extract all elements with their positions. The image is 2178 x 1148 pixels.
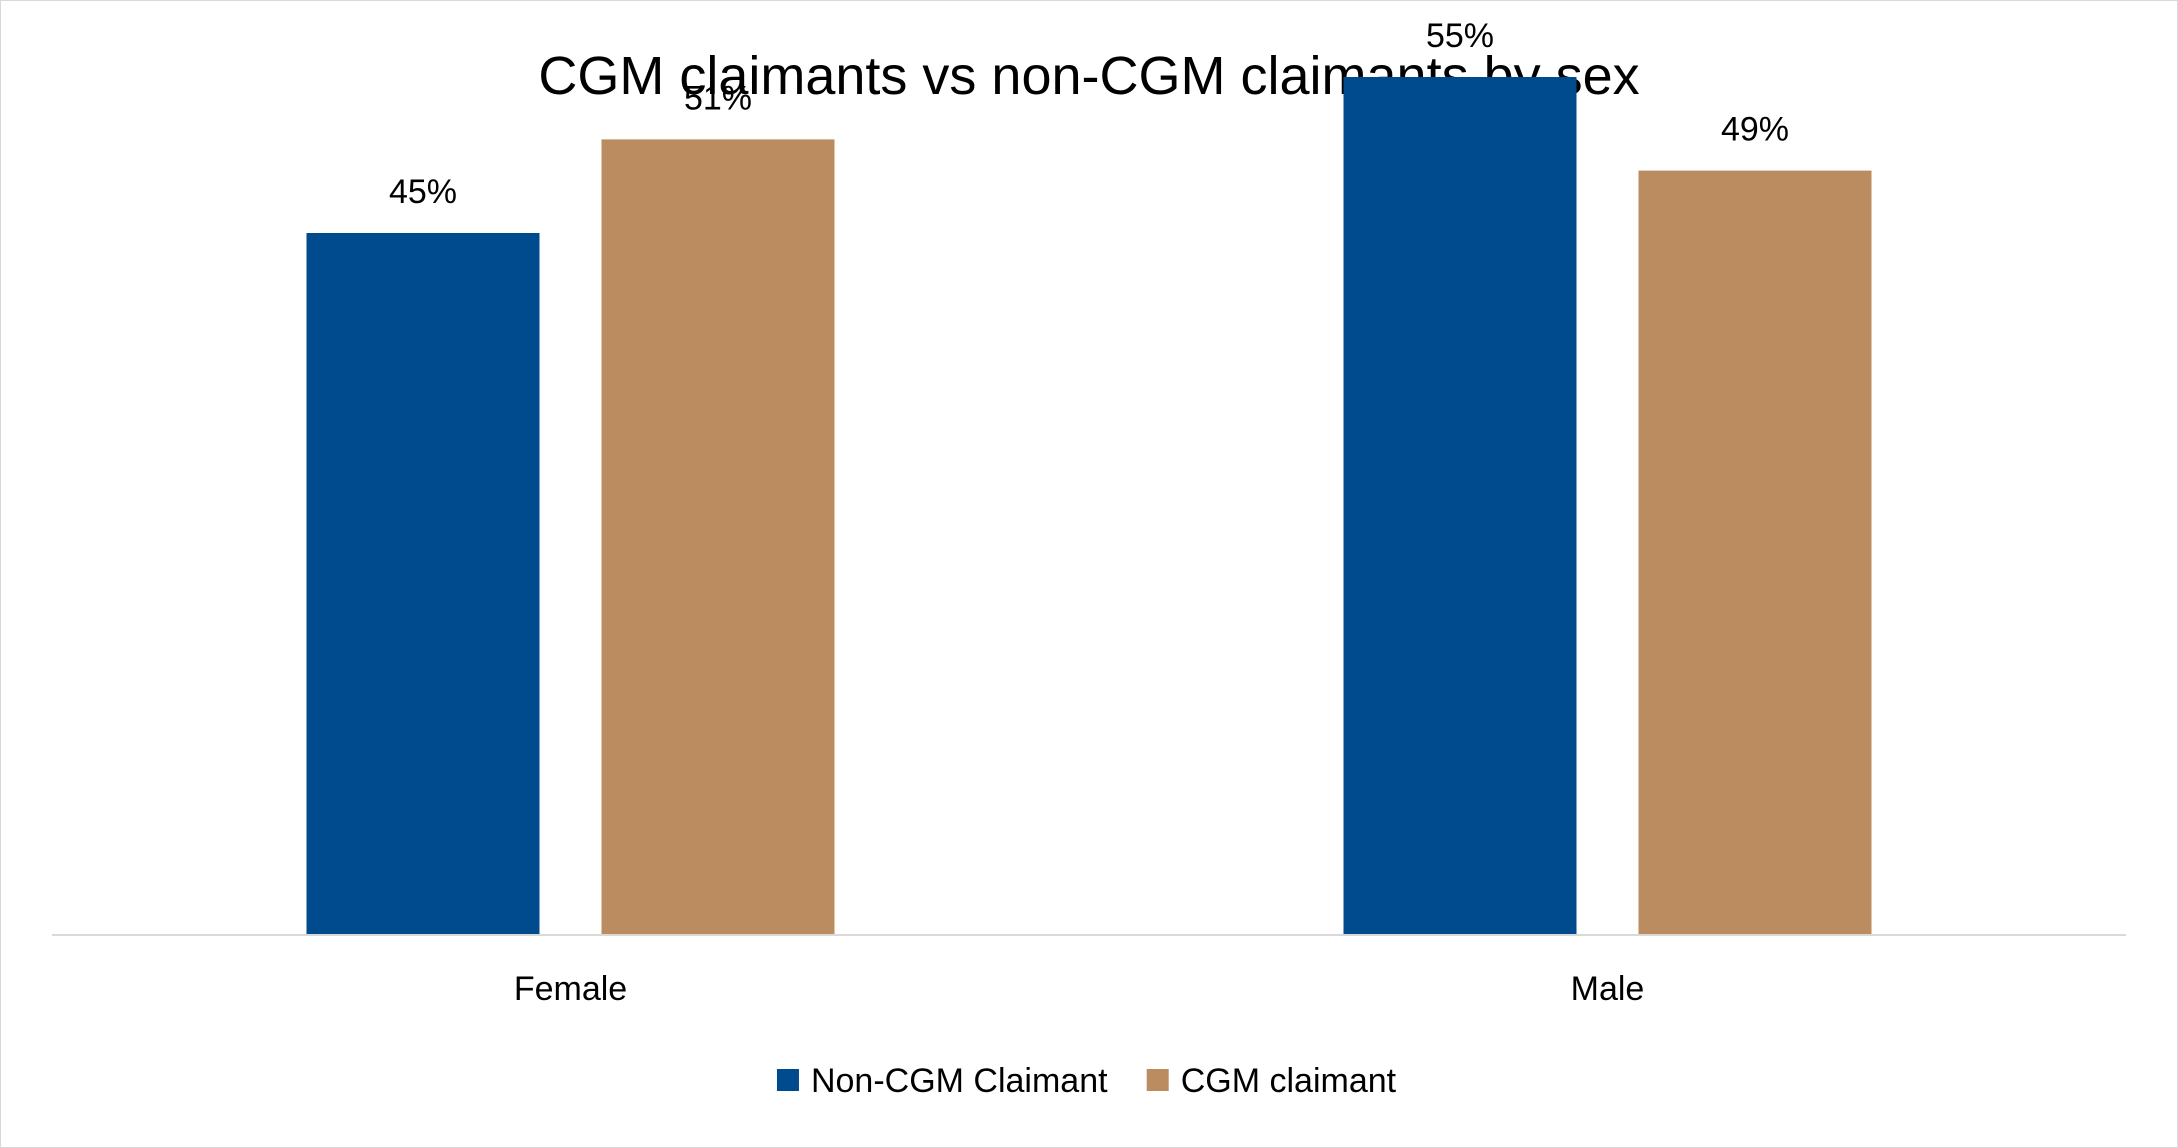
data-label-male-0: 55% [1426, 17, 1494, 55]
bar-male-non-cgm-claimant [1343, 77, 1577, 935]
legend: Non-CGM Claimant CGM claimant [776, 1062, 1397, 1100]
legend-swatch-1 [1146, 1069, 1169, 1091]
bars-group: 45% 51% 55% 49% [306, 17, 1872, 936]
x-tick-labels: Female Male [514, 970, 1645, 1008]
legend-label-1: CGM claimant [1181, 1062, 1397, 1100]
bar-female-non-cgm-claimant [306, 233, 540, 935]
legend-swatch-0 [776, 1069, 799, 1091]
bar-female-cgm-claimant [601, 139, 835, 935]
data-label-female-0: 45% [389, 173, 457, 211]
x-tick-label-male: Male [1571, 970, 1645, 1008]
legend-label-0: Non-CGM Claimant [811, 1062, 1108, 1100]
x-tick-label-female: Female [514, 970, 627, 1008]
data-label-male-1: 49% [1721, 111, 1789, 149]
data-label-female-1: 51% [684, 79, 752, 117]
bar-male-cgm-claimant [1638, 170, 1872, 936]
